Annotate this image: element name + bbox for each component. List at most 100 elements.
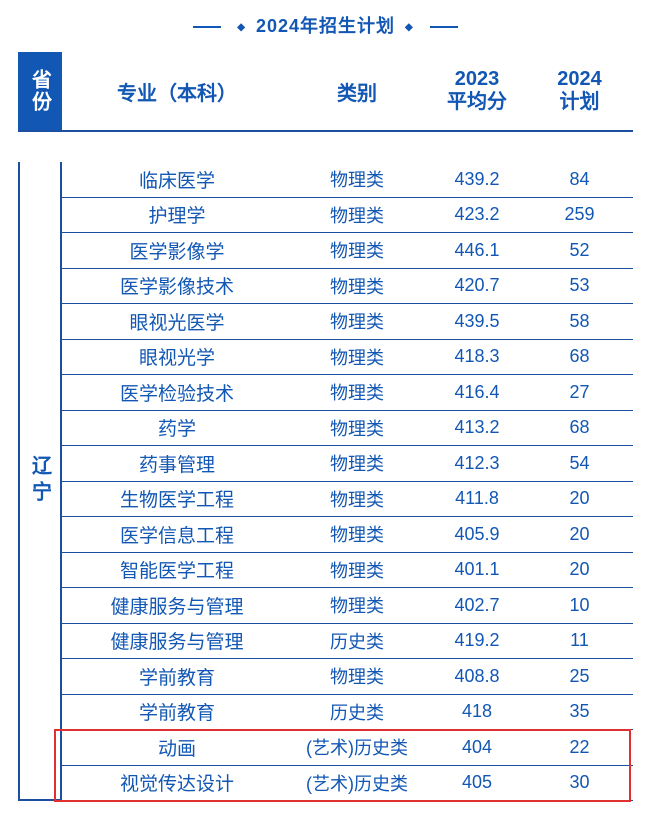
- cell-type: 物理类: [292, 486, 422, 512]
- cell-avg: 405: [422, 772, 532, 793]
- cell-major: 医学影像技术: [62, 272, 292, 299]
- table-row: 生物医学工程物理类411.820: [62, 482, 633, 518]
- cell-major: 健康服务与管理: [62, 627, 292, 654]
- table-row: 医学信息工程物理类405.920: [62, 517, 633, 553]
- cell-avg: 408.8: [422, 666, 532, 687]
- table-row: 学前教育物理类408.825: [62, 659, 633, 695]
- table-row: 视觉传达设计(艺术)历史类40530: [62, 766, 633, 802]
- table-row: 学前教育历史类41835: [62, 695, 633, 731]
- cell-major: 视觉传达设计: [62, 769, 292, 796]
- cell-avg: 423.2: [422, 204, 532, 225]
- cell-plan: 35: [532, 701, 627, 722]
- header-province: 省份: [18, 52, 62, 130]
- cell-major: 眼视光学: [62, 343, 292, 370]
- cell-type: 物理类: [292, 521, 422, 547]
- table-row: 临床医学物理类439.284: [62, 162, 633, 198]
- table-row: 护理学物理类423.2259: [62, 198, 633, 234]
- cell-major: 健康服务与管理: [62, 592, 292, 619]
- cell-major: 医学信息工程: [62, 521, 292, 548]
- cell-major: 药学: [62, 414, 292, 441]
- data-rows-container: 临床医学物理类439.284护理学物理类423.2259医学影像学物理类446.…: [62, 162, 633, 801]
- cell-type: 物理类: [292, 415, 422, 441]
- cell-plan: 20: [532, 559, 627, 580]
- cell-avg: 411.8: [422, 488, 532, 509]
- cell-plan: 68: [532, 417, 627, 438]
- cell-type: 物理类: [292, 379, 422, 405]
- cell-major: 临床医学: [62, 166, 292, 193]
- decor-line-left: [193, 26, 221, 28]
- cell-avg: 420.7: [422, 275, 532, 296]
- cell-type: 物理类: [292, 557, 422, 583]
- decor-diamond-left: ◆: [237, 22, 246, 33]
- cell-type: 物理类: [292, 592, 422, 618]
- table-body: 辽宁 临床医学物理类439.284护理学物理类423.2259医学影像学物理类4…: [18, 162, 633, 801]
- cell-avg: 401.1: [422, 559, 532, 580]
- cell-plan: 25: [532, 666, 627, 687]
- cell-major: 学前教育: [62, 663, 292, 690]
- cell-type: (艺术)历史类: [292, 770, 422, 796]
- cell-type: 物理类: [292, 344, 422, 370]
- title-text: 2024年招生计划: [256, 16, 395, 36]
- decor-line-right: [430, 26, 458, 28]
- cell-major: 护理学: [62, 201, 292, 228]
- cell-type: 历史类: [292, 699, 422, 725]
- table-row: 健康服务与管理物理类402.710: [62, 588, 633, 624]
- cell-major: 生物医学工程: [62, 485, 292, 512]
- cell-type: 物理类: [292, 237, 422, 263]
- cell-major: 学前教育: [62, 698, 292, 725]
- cell-major: 医学检验技术: [62, 379, 292, 406]
- table-header-row: 省份 专业（本科） 类别 2023 平均分 2024 计划: [18, 52, 633, 132]
- cell-avg: 404: [422, 737, 532, 758]
- cell-plan: 53: [532, 275, 627, 296]
- table-row: 医学影像技术物理类420.753: [62, 269, 633, 305]
- cell-plan: 20: [532, 488, 627, 509]
- cell-type: 物理类: [292, 166, 422, 192]
- cell-avg: 439.2: [422, 169, 532, 190]
- cell-major: 眼视光医学: [62, 308, 292, 335]
- cell-avg: 413.2: [422, 417, 532, 438]
- cell-plan: 30: [532, 772, 627, 793]
- cell-avg: 412.3: [422, 453, 532, 474]
- header-avg: 2023 平均分: [422, 68, 532, 114]
- cell-avg: 416.4: [422, 382, 532, 403]
- cell-avg: 439.5: [422, 311, 532, 332]
- cell-plan: 11: [532, 630, 627, 651]
- cell-plan: 10: [532, 595, 627, 616]
- decor-diamond-right: ◆: [405, 22, 414, 33]
- table-row: 眼视光医学物理类439.558: [62, 304, 633, 340]
- enrollment-table: 省份 专业（本科） 类别 2023 平均分 2024 计划 辽宁 临床医学物理类…: [0, 52, 651, 801]
- table-row: 药事管理物理类412.354: [62, 446, 633, 482]
- cell-type: 物理类: [292, 273, 422, 299]
- cell-type: 物理类: [292, 663, 422, 689]
- cell-plan: 27: [532, 382, 627, 403]
- page-title: ◆ 2024年招生计划 ◆: [0, 0, 651, 52]
- table-row: 医学影像学物理类446.152: [62, 233, 633, 269]
- province-label: 辽宁: [18, 162, 62, 801]
- cell-major: 药事管理: [62, 450, 292, 477]
- cell-major: 医学影像学: [62, 237, 292, 264]
- cell-type: 物理类: [292, 308, 422, 334]
- cell-plan: 20: [532, 524, 627, 545]
- cell-plan: 22: [532, 737, 627, 758]
- cell-type: (艺术)历史类: [292, 734, 422, 760]
- cell-avg: 418: [422, 701, 532, 722]
- cell-plan: 68: [532, 346, 627, 367]
- header-plan: 2024 计划: [532, 68, 627, 114]
- cell-plan: 259: [532, 204, 627, 225]
- cell-type: 物理类: [292, 450, 422, 476]
- cell-avg: 402.7: [422, 595, 532, 616]
- table-row: 智能医学工程物理类401.120: [62, 553, 633, 589]
- table-row: 动画(艺术)历史类40422: [62, 730, 633, 766]
- cell-type: 物理类: [292, 202, 422, 228]
- cell-avg: 418.3: [422, 346, 532, 367]
- cell-major: 动画: [62, 734, 292, 761]
- cell-avg: 405.9: [422, 524, 532, 545]
- header-major: 专业（本科）: [62, 77, 292, 106]
- cell-type: 历史类: [292, 628, 422, 654]
- table-row: 药学物理类413.268: [62, 411, 633, 447]
- table-row: 医学检验技术物理类416.427: [62, 375, 633, 411]
- cell-plan: 54: [532, 453, 627, 474]
- cell-plan: 52: [532, 240, 627, 261]
- cell-plan: 84: [532, 169, 627, 190]
- cell-avg: 419.2: [422, 630, 532, 651]
